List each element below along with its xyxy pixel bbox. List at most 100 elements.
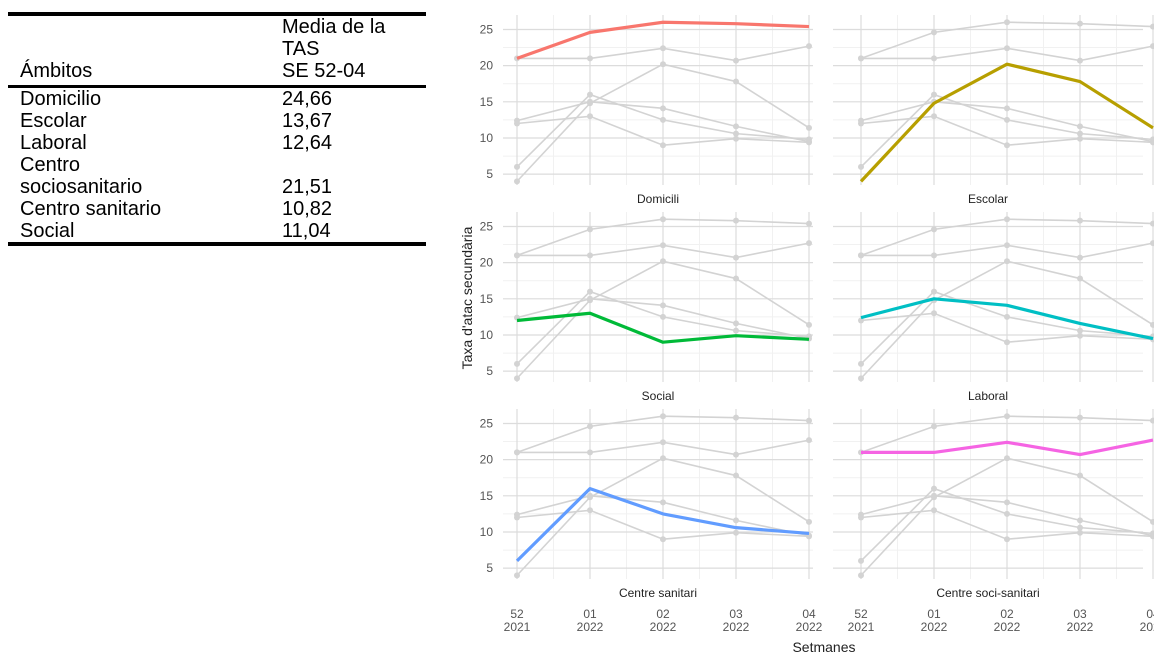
- row-label: Social: [20, 220, 75, 242]
- x-tick-label: 52 2021: [504, 607, 531, 634]
- background-series-point: [1004, 19, 1010, 26]
- background-series-point: [587, 55, 593, 62]
- background-series-point: [587, 423, 593, 430]
- y-axis-title: Taxa d'atac secundària: [459, 226, 475, 369]
- facet-label: Domicili: [637, 192, 679, 206]
- background-series-point: [858, 317, 864, 324]
- facet-label: Escolar: [968, 192, 1008, 206]
- table-header-row: Ámbitos Media de la TAS SE 52-04: [8, 14, 426, 87]
- background-series-point: [1004, 536, 1010, 543]
- background-series-point: [587, 449, 593, 456]
- background-series-point: [660, 302, 666, 309]
- table-row: Centro sanitario 10,82: [8, 198, 426, 220]
- background-series-point: [1077, 130, 1083, 137]
- facet-label: Centre sanitari: [619, 586, 697, 600]
- y-tick-label: 20: [480, 59, 494, 73]
- background-series-point: [1004, 455, 1010, 462]
- background-series-point: [1150, 518, 1154, 525]
- background-series-point: [858, 117, 864, 124]
- background-series-point: [1150, 240, 1154, 247]
- background-series-point: [514, 449, 520, 456]
- x-tick-label: 52 2021: [848, 607, 875, 634]
- background-series-point: [858, 572, 864, 579]
- background-series-point: [660, 439, 666, 446]
- x-tick-label: 02 2022: [650, 607, 677, 634]
- background-series-point: [587, 288, 593, 295]
- background-series-point: [1004, 510, 1010, 517]
- background-series-point: [1004, 499, 1010, 506]
- background-series-point: [660, 105, 666, 112]
- background-series-point: [660, 45, 666, 52]
- row-label: Centro sociosanitario: [8, 154, 282, 198]
- row-value: 12,64: [282, 132, 333, 154]
- x-tick-label: 01 2022: [921, 607, 948, 634]
- background-series-point: [1077, 332, 1083, 339]
- background-series-point: [806, 220, 812, 227]
- background-series-point: [806, 417, 812, 424]
- background-series-point: [806, 437, 812, 444]
- background-series-point: [931, 485, 937, 492]
- background-series-point: [1077, 414, 1083, 421]
- background-series-point: [931, 310, 937, 317]
- background-series-point: [1077, 217, 1083, 224]
- background-series-point: [733, 275, 739, 282]
- background-series-point: [733, 327, 739, 334]
- background-series-point: [1004, 216, 1010, 223]
- background-series-point: [587, 295, 593, 302]
- background-series-point: [1004, 45, 1010, 52]
- background-series-point: [806, 136, 812, 143]
- background-series-point: [514, 117, 520, 124]
- x-tick-label: 02 2022: [994, 607, 1021, 634]
- background-series-point: [660, 242, 666, 249]
- table-row: Escolar 13,67: [8, 110, 426, 132]
- x-tick-label: 01 2022: [577, 607, 604, 634]
- background-series-point: [733, 529, 739, 536]
- background-series-point: [1150, 321, 1154, 328]
- background-series-point: [514, 360, 520, 367]
- background-series-point: [1004, 413, 1010, 420]
- x-tick-label: 03 2022: [1067, 607, 1094, 634]
- summary-table: Ámbitos Media de la TAS SE 52-04 Domicil…: [8, 12, 426, 246]
- background-series-point: [660, 116, 666, 123]
- y-tick-label: 15: [480, 95, 494, 109]
- background-series-point: [587, 252, 593, 259]
- y-tick-label: 25: [480, 22, 494, 36]
- background-series-point: [1077, 517, 1083, 524]
- background-series-point: [660, 313, 666, 320]
- background-series-point: [931, 252, 937, 259]
- background-series-point: [858, 511, 864, 518]
- background-series-point: [733, 217, 739, 224]
- facet-label: Laboral: [968, 389, 1008, 403]
- background-series-point: [1077, 57, 1083, 64]
- header-media-tas: Media de la TAS SE 52-04: [282, 14, 426, 87]
- background-series-point: [733, 135, 739, 142]
- background-series-point: [1150, 417, 1154, 424]
- row-value: 10,82: [282, 198, 333, 220]
- row-label-line: Centro: [20, 154, 81, 176]
- background-series-point: [587, 507, 593, 514]
- background-series-point: [1077, 524, 1083, 531]
- row-label: Centro sanitario: [20, 198, 162, 220]
- background-series-point: [660, 499, 666, 506]
- background-series-point: [587, 226, 593, 233]
- background-series-point: [1077, 275, 1083, 282]
- background-series-point: [806, 240, 812, 247]
- background-series-point: [858, 375, 864, 382]
- background-series-point: [660, 142, 666, 149]
- series-line-domicili: [516, 20, 810, 60]
- background-series-point: [660, 61, 666, 68]
- background-series-point: [733, 414, 739, 421]
- background-series-point: [931, 288, 937, 295]
- y-tick-label: 5: [486, 561, 493, 575]
- background-series-point: [733, 472, 739, 479]
- background-series-point: [931, 113, 937, 120]
- x-tick-label: 03 2022: [723, 607, 750, 634]
- facet-label: Social: [642, 389, 675, 403]
- background-series-point: [858, 252, 864, 259]
- row-label: Escolar: [20, 110, 87, 132]
- background-series-point: [660, 455, 666, 462]
- background-series-point: [733, 78, 739, 85]
- header-line: TAS: [282, 38, 320, 60]
